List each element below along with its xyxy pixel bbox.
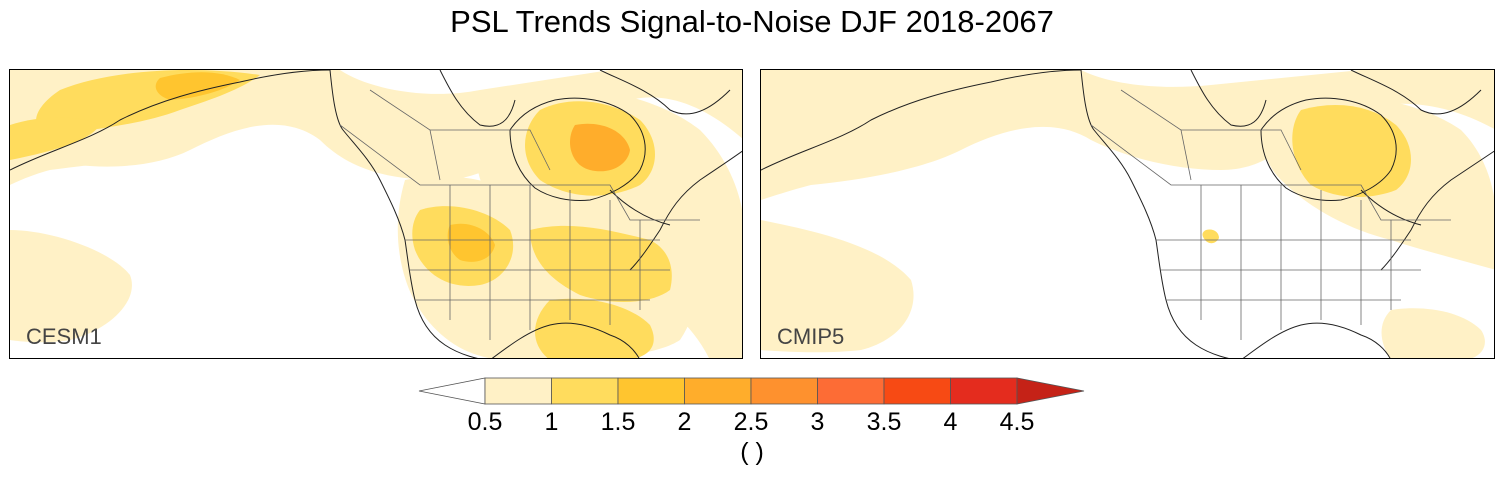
- shade-2-east-us: [530, 225, 672, 302]
- borders-cmip5: [1090, 89, 1451, 340]
- shade-1-pacific: [10, 230, 132, 343]
- colorbar-tick-labels: 0.5 1 1.5 2 2.5 3 3.5 4 4.5: [0, 408, 1504, 438]
- colorbar-tick-label: 1.5: [600, 408, 636, 436]
- shade-2-small: [1202, 229, 1219, 244]
- colorbar-box-6: [817, 377, 885, 405]
- colorbar-tick-label: 1: [544, 408, 559, 436]
- panel-label-cmip5: CMIP5: [777, 324, 845, 349]
- colorbar-box-7: [883, 377, 951, 405]
- shading-cmip5: [761, 70, 1494, 358]
- coastlines-cmip5: [761, 70, 1494, 358]
- shade-3-arctic: [155, 72, 240, 100]
- panel-label-cesm1: CESM1: [26, 324, 102, 349]
- shade-2-west: [10, 117, 100, 160]
- figure-title: PSL Trends Signal-to-Noise DJF 2018-2067: [450, 4, 1054, 39]
- map-cesm1: [10, 70, 742, 358]
- colorbar-tick-label: 2.5: [733, 408, 769, 436]
- colorbar-tick-label: 4.5: [999, 408, 1035, 436]
- colorbar: [418, 377, 1085, 405]
- colorbar-tick-label: 3: [810, 408, 825, 436]
- shade-2-hudson: [1292, 105, 1411, 197]
- colorbar-box-4: [684, 377, 752, 405]
- colorbar-tick-label: 4: [943, 408, 958, 436]
- map-cmip5: [761, 70, 1494, 358]
- shade-1-atlantic: [1381, 308, 1485, 358]
- coastlines-cesm1: [10, 70, 742, 358]
- shade-1-pacific: [761, 220, 914, 353]
- map-panel-cesm1: CESM1: [9, 69, 743, 359]
- shading-cesm1: [10, 70, 742, 358]
- colorbar-box-8: [950, 377, 1018, 405]
- colorbar-tick-label: 3.5: [866, 408, 902, 436]
- colorbar-tick-label: 2: [677, 408, 692, 436]
- colorbar-box-1: [484, 377, 552, 405]
- shade-3-hudson: [570, 123, 630, 172]
- colorbar-box-2: [551, 377, 619, 405]
- colorbar-box-3: [617, 377, 685, 405]
- map-panel-cmip5: CMIP5: [760, 69, 1495, 359]
- colorbar-over-triangle: [1016, 377, 1085, 405]
- shade-3-rockies: [447, 223, 495, 262]
- colorbar-box-5: [750, 377, 818, 405]
- colorbar-under-triangle: [418, 377, 486, 405]
- borders-cesm1: [339, 89, 700, 340]
- colorbar-units: ( ): [740, 438, 764, 466]
- colorbar-tick-label: 0.5: [467, 408, 503, 436]
